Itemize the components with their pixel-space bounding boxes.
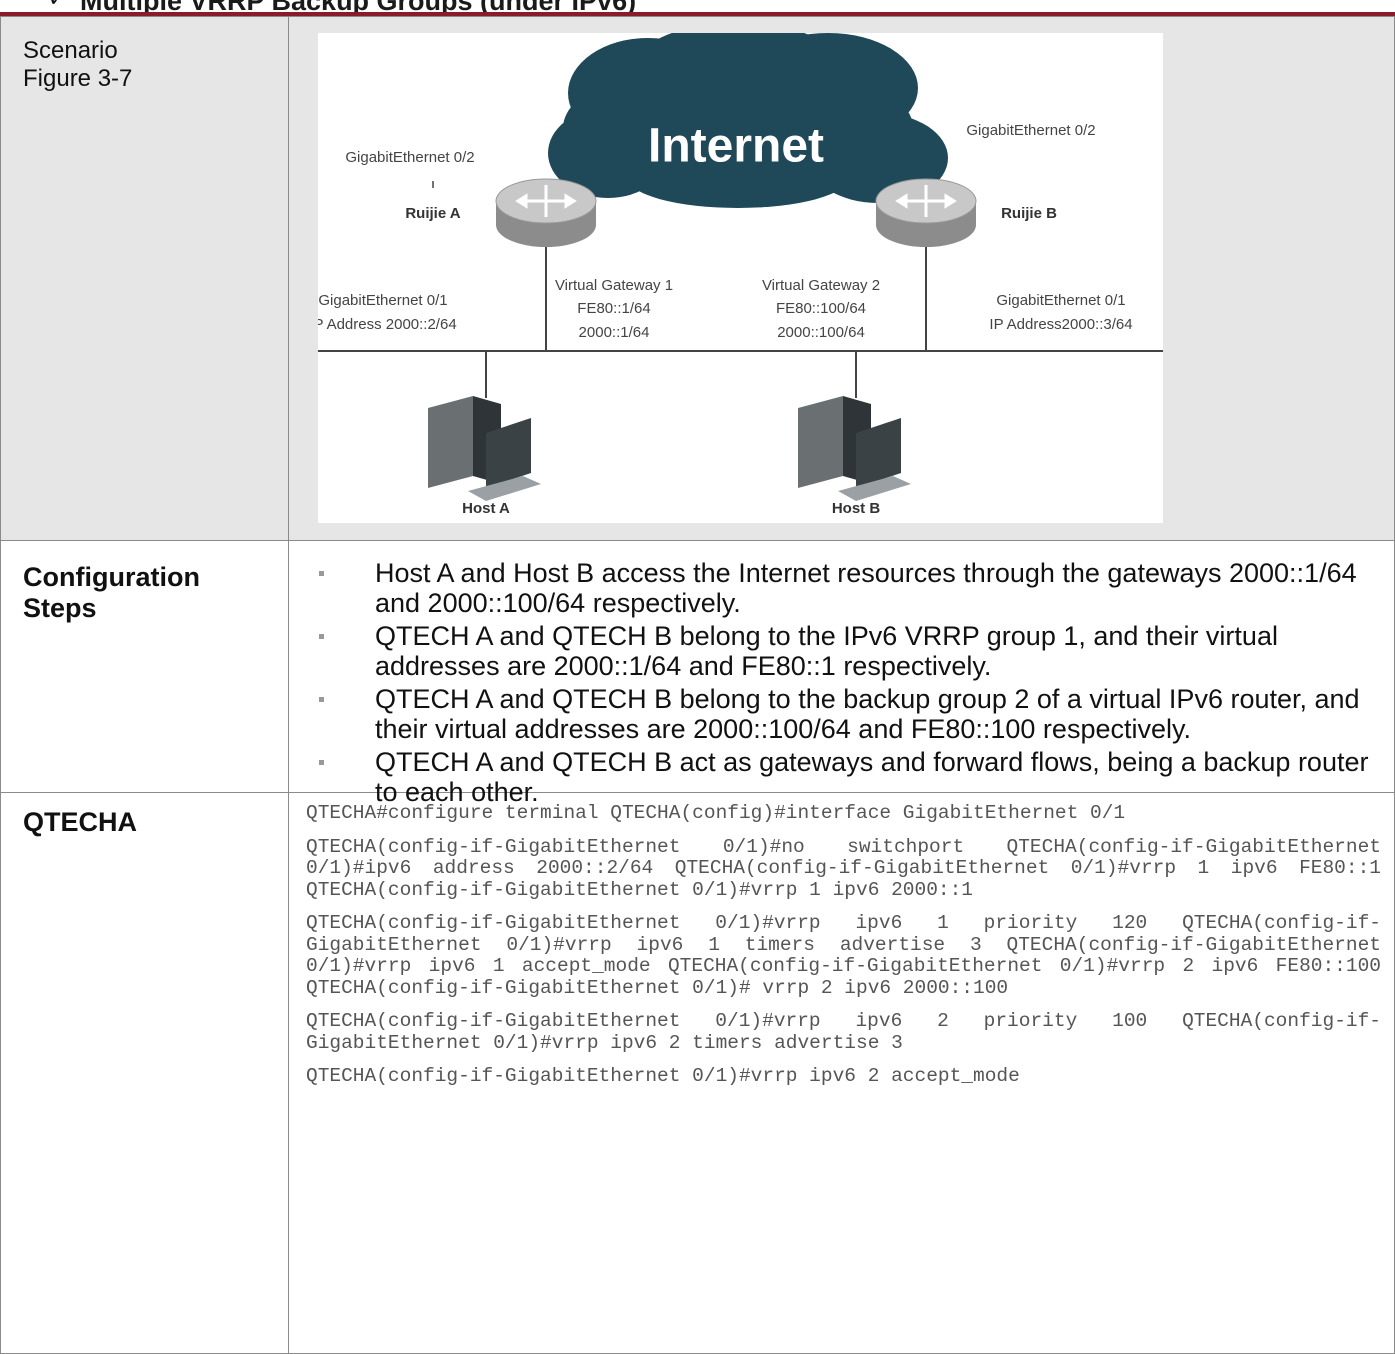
address-label: IP Address 2000::2/64 [318, 316, 457, 333]
host-label: Host B [832, 500, 881, 517]
port-label: GigabitEthernet 0/2 [966, 122, 1095, 139]
port-label: GigabitEthernet 0/2 [345, 149, 474, 166]
host-b-icon [798, 396, 911, 501]
config-row: QTECHA QTECHA#configure terminal QTECHA(… [0, 793, 1395, 1354]
code-paragraph: QTECHA#configure terminal QTECHA(config)… [306, 802, 1126, 824]
heading-bullet: ✓ [48, 0, 66, 12]
code-paragraph: QTECHA(config-if-GigabitEthernet 0/1)#vr… [306, 912, 1381, 999]
topology-figure: Internet [318, 33, 1163, 523]
gateway-label: Virtual Gateway 1 [555, 277, 673, 294]
code-block: QTECHA#configure terminal QTECHA(config)… [306, 802, 1381, 1100]
row-label: Configuration Steps [23, 562, 200, 623]
step-item: QTECH A and QTECH B belong to the backup… [319, 684, 1369, 744]
code-paragraph: QTECHA(config-if-GigabitEthernet 0/1)#no… [306, 835, 1381, 901]
host-label: Host A [462, 500, 510, 517]
step-item: QTECH A and QTECH B belong to the IPv6 V… [319, 621, 1369, 681]
router-b [875, 178, 977, 247]
cloud [548, 33, 948, 208]
cloud-label: Internet [648, 120, 824, 173]
scenario-row: Scenario Figure 3-7 Internet [0, 16, 1395, 541]
row-label: QTECHA [23, 807, 137, 837]
port-label: GigabitEthernet 0/1 [318, 292, 447, 309]
gateway-label: FE80::100/64 [776, 300, 866, 317]
gateway-label: FE80::1/64 [577, 300, 650, 317]
router-label: Ruijie B [1001, 205, 1057, 222]
label-line: Scenario [23, 37, 118, 64]
row-label: Scenario Figure 3-7 [23, 37, 132, 93]
steps-row: Configuration Steps Host A and Host B ac… [0, 540, 1395, 807]
router-label: Ruijie A [405, 205, 460, 222]
gateway-label: 2000::1/64 [579, 324, 650, 341]
label-line: Figure 3-7 [23, 65, 133, 92]
port-label: GigabitEthernet 0/1 [996, 292, 1125, 309]
gateway-label: Virtual Gateway 2 [762, 277, 880, 294]
step-list: Host A and Host B access the Internet re… [319, 558, 1369, 810]
router-a [495, 178, 597, 247]
step-item: QTECH A and QTECH B act as gateways and … [319, 747, 1369, 807]
code-paragraph: QTECHA(config-if-GigabitEthernet 0/1)#vr… [306, 1010, 1381, 1054]
step-item: Host A and Host B access the Internet re… [319, 558, 1369, 618]
gateway-label: 2000::100/64 [777, 324, 865, 341]
address-label: IP Address2000::3/64 [989, 316, 1132, 333]
code-paragraph: QTECHA(config-if-GigabitEthernet 0/1)#vr… [306, 1065, 1020, 1087]
host-a-icon [428, 396, 541, 501]
heading-rule [0, 12, 1395, 16]
